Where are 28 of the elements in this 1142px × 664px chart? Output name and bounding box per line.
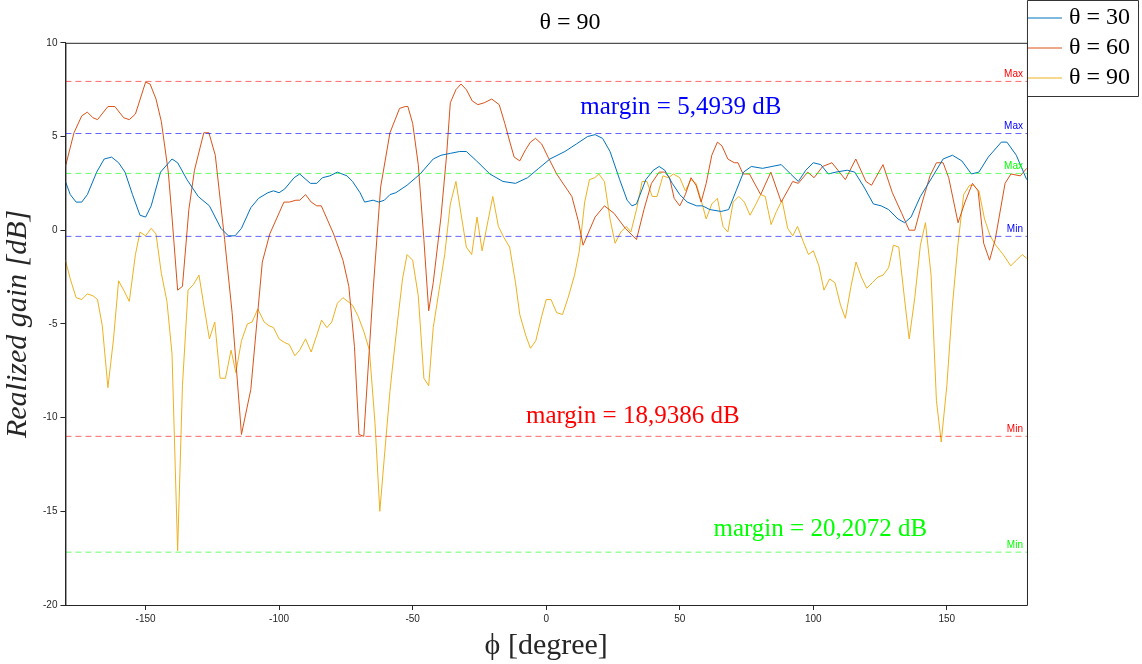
ref-line-label: Max [1004, 68, 1023, 80]
y-tick-label: -10 [43, 411, 58, 423]
y-tick-label: -20 [43, 598, 58, 610]
ref-line-label: Min [1006, 223, 1023, 235]
x-tick-label: 50 [674, 612, 686, 624]
y-tick-label: -5 [48, 317, 58, 329]
annotation: margin = 5,4939 dB [580, 92, 782, 120]
x-tick-label: -100 [269, 612, 290, 624]
chart-title: θ = 90 [539, 7, 601, 34]
legend-label: θ = 90 [1068, 63, 1130, 90]
y-tick-label: 10 [46, 36, 58, 48]
x-tick-label: -50 [405, 612, 421, 624]
legend-label: θ = 30 [1068, 3, 1130, 30]
x-axis-title: ϕ [degree] [484, 626, 608, 660]
ref-line-label: Min [1006, 423, 1023, 435]
ref-line-label: Max [1004, 120, 1023, 132]
x-tick-label: 0 [543, 612, 550, 624]
annotation: margin = 18,9386 dB [525, 401, 740, 429]
y-tick-label: 5 [51, 130, 58, 142]
legend-label: θ = 60 [1068, 33, 1130, 60]
x-tick-label: 150 [938, 612, 956, 624]
y-tick-label: -15 [43, 505, 58, 517]
ref-line-label: Min [1006, 538, 1023, 550]
annotation: margin = 20,2072 dB [713, 513, 928, 541]
y-axis-title: Realized gain [dB] [0, 209, 32, 440]
x-tick-label: -150 [135, 612, 157, 624]
x-tick-label: 100 [804, 612, 823, 624]
y-tick-label: 0 [51, 223, 58, 235]
